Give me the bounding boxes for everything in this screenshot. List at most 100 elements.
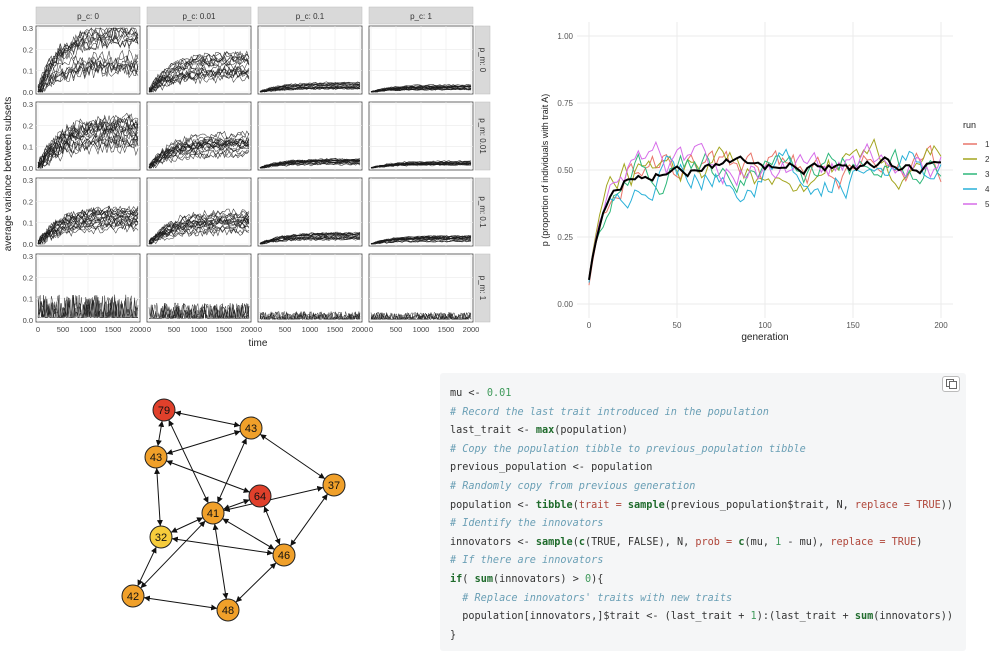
- y-tick-label: 1.00: [557, 32, 573, 41]
- network-edge: [235, 562, 277, 603]
- facet-panel: [146, 253, 252, 323]
- x-tick-label: 2000: [352, 325, 369, 334]
- code-token: }: [450, 629, 457, 641]
- node-label: 43: [245, 423, 257, 435]
- series-line: [37, 209, 139, 243]
- x-tick-label: 500: [390, 325, 403, 334]
- code-token: ): [916, 536, 923, 548]
- facet-col-strip: [35, 6, 141, 25]
- series-line: [38, 208, 139, 245]
- network-node: [216, 598, 240, 622]
- series-line: [149, 217, 250, 245]
- series-line: [370, 88, 472, 93]
- node-label: 32: [155, 532, 167, 544]
- code-token: # Randomly copy from previous generation: [450, 480, 696, 492]
- code-line: }: [450, 627, 953, 646]
- y-tick-label: 0.1: [23, 219, 33, 228]
- code-lines: mu <- 0.01 # Record the last trait introd…: [450, 385, 953, 645]
- code-token: (: [462, 573, 475, 585]
- code-token: )): [940, 499, 954, 511]
- network-edge: [289, 493, 329, 547]
- series-line: [37, 31, 139, 93]
- code-token: prob =: [695, 536, 739, 548]
- code-line: # Copy the population tibble to previous…: [450, 441, 953, 460]
- x-tick-label: 1000: [191, 325, 208, 334]
- code-line: population[innovators,]$trait <- (last_t…: [450, 608, 953, 627]
- code-token: previous_population <- population: [450, 462, 653, 474]
- node-label: 48: [222, 605, 234, 617]
- node-label: 42: [127, 591, 139, 603]
- x-tick-label: 100: [758, 321, 772, 330]
- x-tick-label: 150: [846, 321, 860, 330]
- network-edge: [166, 430, 241, 455]
- code-token: replace = TRUE: [830, 536, 917, 548]
- code-token: (: [572, 536, 579, 548]
- network-node: [248, 484, 272, 508]
- series-line: [37, 60, 139, 93]
- y-tick-label: 0.3: [23, 252, 33, 261]
- x-tick-label: 1500: [438, 325, 455, 334]
- series-line: [37, 213, 139, 245]
- facet-panel: [35, 177, 141, 247]
- code-token: # Record the last trait introduced in th…: [450, 406, 769, 418]
- network-graph: 79 43 43 37 64 41 32 46 42 48: [121, 398, 346, 622]
- facet-panel: [35, 253, 141, 323]
- series-line: [37, 48, 139, 87]
- facet-row-label: p_m: 0.01: [478, 118, 487, 154]
- y-axis-label: p (proportion of individuals with trait …: [540, 94, 550, 247]
- code-token: (TRUE, FALSE), N,: [584, 536, 696, 548]
- facet-col-strip: [368, 6, 474, 25]
- node-label: 79: [158, 405, 170, 417]
- y-tick-label: 0.3: [23, 24, 33, 33]
- code-token: last_trait <-: [450, 425, 536, 437]
- network-edge: [155, 420, 165, 447]
- network-edge: [174, 410, 241, 428]
- copy-icon-front: [949, 381, 957, 389]
- network-edge: [259, 433, 326, 480]
- series-line: [148, 140, 250, 169]
- series-line: [148, 225, 250, 245]
- network-node: [322, 473, 346, 497]
- series-line: [149, 150, 250, 169]
- code-token: 0: [584, 573, 592, 585]
- mean-line: [588, 155, 941, 281]
- facet-variance-chart: p_c: 0 p_c: 0.01 p_c: 0.1 p_c: 1 p_m: 0 0.0 0.…: [3, 6, 491, 349]
- x-tick-label: 0: [369, 325, 373, 334]
- y-tick-label: 0.0: [23, 240, 33, 249]
- x-tick-label: 1500: [216, 325, 233, 334]
- y-tick-label: 0.25: [557, 233, 573, 242]
- series-line: [370, 235, 472, 244]
- code-token: (previous_population$trait, N,: [664, 499, 855, 511]
- series-line: [149, 149, 250, 169]
- copy-code-button[interactable]: [942, 376, 960, 392]
- series-line: [371, 163, 472, 169]
- series-line: [37, 223, 139, 245]
- code-token: (: [572, 499, 579, 511]
- legend-label: 5: [985, 200, 990, 209]
- network-edge: [154, 467, 163, 527]
- facet-col-label: p_c: 1: [410, 12, 432, 21]
- code-token: # Identify the innovators: [450, 518, 604, 530]
- series-line: [370, 311, 472, 321]
- facet-panel: [35, 101, 141, 171]
- series-line: [370, 84, 472, 93]
- series-line: [148, 55, 250, 93]
- code-token: population[innovators,]$trait <- (last_t…: [450, 611, 751, 623]
- series-line: [371, 240, 472, 245]
- code-line: # Identify the innovators: [450, 515, 953, 534]
- series-line: [37, 53, 139, 94]
- x-tick-label: 1500: [327, 325, 344, 334]
- y-tick-label: 0.0: [23, 316, 33, 325]
- series-line: [37, 123, 139, 169]
- x-tick-label: 2000: [130, 325, 147, 334]
- code-line: # Randomly copy from previous generation: [450, 478, 953, 497]
- series-line: [148, 212, 250, 243]
- code-token: c: [738, 536, 745, 548]
- series-line: [148, 144, 250, 169]
- y-tick-label: 0.2: [23, 121, 33, 130]
- code-token: ):(last_trait +: [756, 611, 855, 623]
- facet-row-strip: [474, 253, 491, 323]
- x-tick-label: 0: [587, 321, 592, 330]
- facet-panel: [368, 101, 474, 171]
- series-line: [260, 157, 361, 169]
